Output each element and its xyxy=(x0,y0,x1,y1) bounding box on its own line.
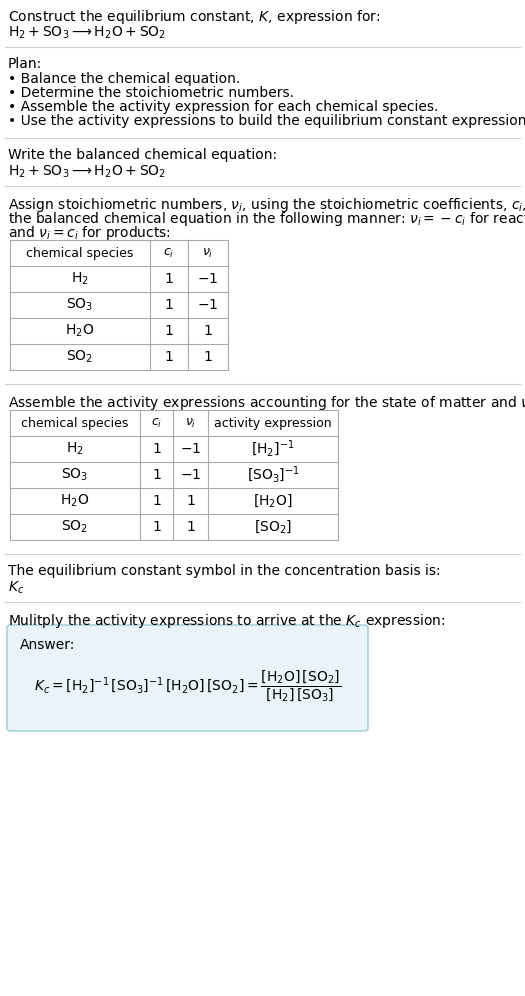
Text: Assign stoichiometric numbers, $\nu_i$, using the stoichiometric coefficients, $: Assign stoichiometric numbers, $\nu_i$, … xyxy=(8,196,525,214)
Text: $\mathrm{SO_3}$: $\mathrm{SO_3}$ xyxy=(66,297,93,313)
Text: $-1$: $-1$ xyxy=(180,468,201,482)
Text: 1: 1 xyxy=(164,350,173,364)
Text: 1: 1 xyxy=(164,324,173,338)
Text: 1: 1 xyxy=(152,442,161,456)
Text: • Determine the stoichiometric numbers.: • Determine the stoichiometric numbers. xyxy=(8,86,294,100)
Text: $[\mathrm{SO_3}]^{-1}$: $[\mathrm{SO_3}]^{-1}$ xyxy=(247,465,299,485)
Text: Plan:: Plan: xyxy=(8,57,42,71)
Text: 1: 1 xyxy=(204,324,213,338)
Text: The equilibrium constant symbol in the concentration basis is:: The equilibrium constant symbol in the c… xyxy=(8,564,440,578)
Text: Answer:: Answer: xyxy=(20,638,76,652)
Text: 1: 1 xyxy=(204,350,213,364)
Text: Construct the equilibrium constant, $K$, expression for:: Construct the equilibrium constant, $K$,… xyxy=(8,8,381,26)
Text: Assemble the activity expressions accounting for the state of matter and $\nu_i$: Assemble the activity expressions accoun… xyxy=(8,394,525,412)
Text: 1: 1 xyxy=(152,494,161,508)
Text: Mulitply the activity expressions to arrive at the $K_c$ expression:: Mulitply the activity expressions to arr… xyxy=(8,612,445,630)
Text: the balanced chemical equation in the following manner: $\nu_i = -c_i$ for react: the balanced chemical equation in the fo… xyxy=(8,210,525,228)
Text: 1: 1 xyxy=(164,298,173,312)
Text: 1: 1 xyxy=(186,520,195,534)
Text: and $\nu_i = c_i$ for products:: and $\nu_i = c_i$ for products: xyxy=(8,224,171,242)
Text: 1: 1 xyxy=(186,494,195,508)
Text: • Assemble the activity expression for each chemical species.: • Assemble the activity expression for e… xyxy=(8,100,438,114)
Text: $\nu_i$: $\nu_i$ xyxy=(202,246,214,260)
Text: $-1$: $-1$ xyxy=(197,272,218,286)
Text: $K_c = [\mathrm{H_2}]^{-1}\,[\mathrm{SO_3}]^{-1}\,[\mathrm{H_2O}]\,[\mathrm{SO_2: $K_c = [\mathrm{H_2}]^{-1}\,[\mathrm{SO_… xyxy=(34,668,341,703)
Text: 1: 1 xyxy=(152,468,161,482)
Text: $\mathrm{H_2O}$: $\mathrm{H_2O}$ xyxy=(60,493,90,509)
Text: • Balance the chemical equation.: • Balance the chemical equation. xyxy=(8,72,240,86)
Text: $\mathrm{H_2}$: $\mathrm{H_2}$ xyxy=(66,441,84,457)
Text: $\mathrm{SO_2}$: $\mathrm{SO_2}$ xyxy=(61,519,89,535)
Text: $[\mathrm{H_2}]^{-1}$: $[\mathrm{H_2}]^{-1}$ xyxy=(251,439,295,459)
Text: activity expression: activity expression xyxy=(214,416,332,429)
Text: $[\mathrm{H_2O}]$: $[\mathrm{H_2O}]$ xyxy=(253,493,293,509)
Text: chemical species: chemical species xyxy=(22,416,129,429)
Text: $-1$: $-1$ xyxy=(180,442,201,456)
Text: Write the balanced chemical equation:: Write the balanced chemical equation: xyxy=(8,148,277,162)
Text: $\mathrm{SO_2}$: $\mathrm{SO_2}$ xyxy=(67,349,93,366)
Text: $\nu_i$: $\nu_i$ xyxy=(185,416,196,429)
Text: $\mathrm{H_2O}$: $\mathrm{H_2O}$ xyxy=(65,323,94,340)
Text: $\mathrm{SO_3}$: $\mathrm{SO_3}$ xyxy=(61,467,89,483)
Text: $\mathrm{H_2}$: $\mathrm{H_2}$ xyxy=(71,271,89,287)
Text: $c_i$: $c_i$ xyxy=(163,246,175,260)
Text: $[\mathrm{SO_2}]$: $[\mathrm{SO_2}]$ xyxy=(254,519,292,536)
Text: $\mathrm{H_2 + SO_3 \longrightarrow H_2O + SO_2}$: $\mathrm{H_2 + SO_3 \longrightarrow H_2O… xyxy=(8,25,166,42)
Text: chemical species: chemical species xyxy=(26,246,134,260)
Text: $\mathrm{H_2 + SO_3 \longrightarrow H_2O + SO_2}$: $\mathrm{H_2 + SO_3 \longrightarrow H_2O… xyxy=(8,164,166,180)
Text: $c_i$: $c_i$ xyxy=(151,416,162,429)
Text: 1: 1 xyxy=(164,272,173,286)
Text: • Use the activity expressions to build the equilibrium constant expression.: • Use the activity expressions to build … xyxy=(8,114,525,128)
Text: $K_c$: $K_c$ xyxy=(8,580,24,597)
Text: $-1$: $-1$ xyxy=(197,298,218,312)
FancyBboxPatch shape xyxy=(7,625,368,731)
Text: 1: 1 xyxy=(152,520,161,534)
